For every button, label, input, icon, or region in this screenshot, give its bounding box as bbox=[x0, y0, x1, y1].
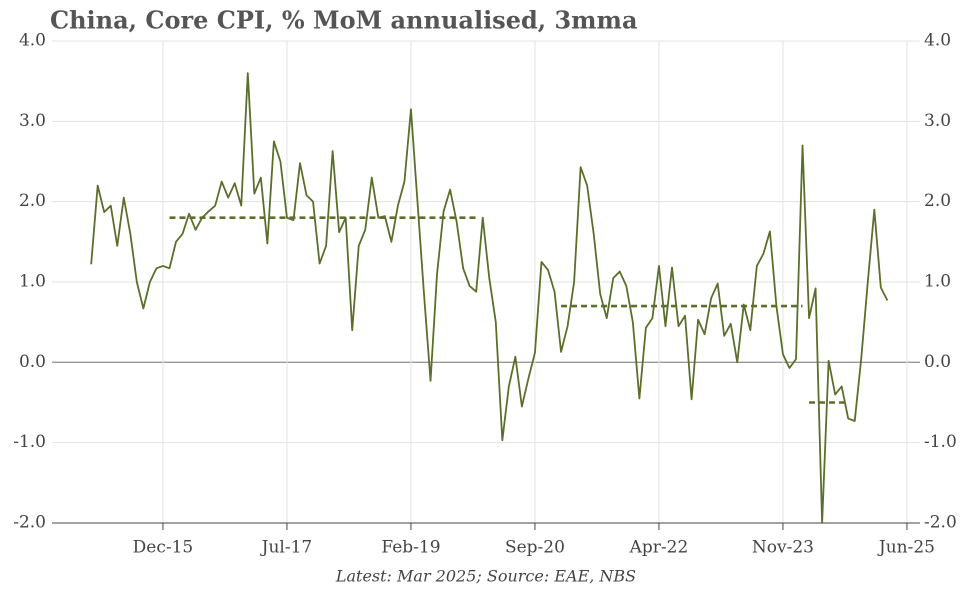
y-tick-label: 0.0 bbox=[19, 352, 46, 372]
y2-tick-label: 4.0 bbox=[924, 31, 951, 51]
y-tick-label: -2.0 bbox=[13, 513, 46, 533]
x-tick-label: Jul-17 bbox=[260, 538, 313, 558]
y2-tick-label: -2.0 bbox=[924, 513, 957, 533]
x-tick-label: Nov-23 bbox=[752, 538, 814, 558]
y-tick-label: 1.0 bbox=[19, 272, 46, 292]
footnote: Latest: Mar 2025; Source: EAE, NBS bbox=[335, 567, 636, 586]
x-tick-label: Dec-15 bbox=[133, 538, 194, 558]
y2-tick-label: 2.0 bbox=[924, 191, 951, 211]
x-tick-label: Jun-25 bbox=[877, 538, 935, 558]
x-tick-label: Feb-19 bbox=[381, 538, 440, 558]
y2-tick-label: -1.0 bbox=[924, 432, 957, 452]
data-line bbox=[90, 72, 889, 524]
y2-tick-label: 3.0 bbox=[924, 111, 951, 131]
x-tick-label: Sep-20 bbox=[505, 538, 565, 558]
y2-tick-label: 1.0 bbox=[924, 272, 951, 292]
y-tick-label: -1.0 bbox=[13, 432, 46, 452]
y2-tick-label: 0.0 bbox=[924, 352, 951, 372]
y-tick-label: 4.0 bbox=[19, 31, 46, 51]
y-tick-label: 2.0 bbox=[19, 191, 46, 211]
y-tick-label: 3.0 bbox=[19, 111, 46, 131]
x-tick-label: Apr-22 bbox=[629, 538, 689, 558]
chart-title: China, Core CPI, % MoM annualised, 3mma bbox=[50, 6, 638, 35]
